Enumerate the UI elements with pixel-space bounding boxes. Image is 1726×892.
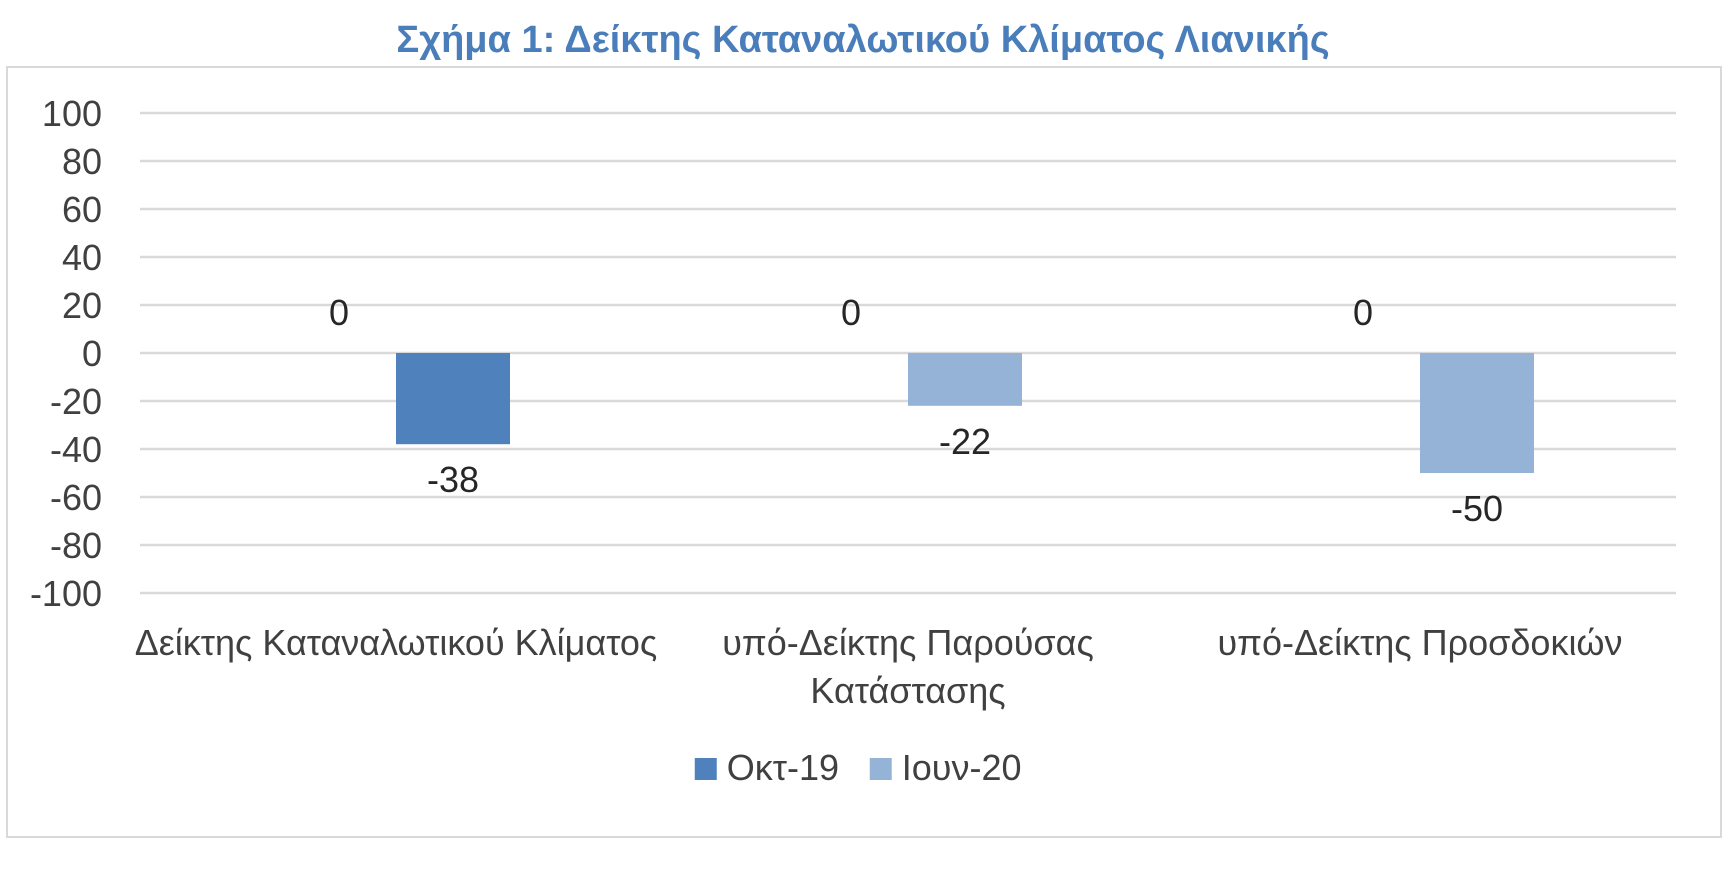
y-tick-label: 100	[42, 93, 102, 134]
data-label: 0	[841, 292, 861, 333]
data-label: -22	[939, 421, 991, 462]
y-tick-label: -40	[50, 429, 102, 470]
bar	[908, 353, 1022, 406]
legend-label: Οκτ-19	[727, 747, 839, 788]
bar	[396, 353, 510, 445]
y-tick-label: -100	[30, 573, 102, 614]
legend-swatch	[869, 758, 892, 780]
data-label: -50	[1451, 488, 1503, 529]
y-tick-label: -60	[50, 477, 102, 518]
data-label: 0	[1353, 292, 1373, 333]
category-label: υπό-Δείκτης Παρούσας	[722, 622, 1094, 663]
y-tick-label: 80	[62, 141, 102, 182]
legend-swatch	[694, 758, 717, 780]
category-label: υπό-Δείκτης Προσδοκιών	[1217, 622, 1622, 663]
y-tick-label: 0	[82, 333, 102, 374]
data-label: -38	[427, 459, 479, 500]
bar	[1420, 353, 1534, 473]
chart-title: Σχήμα 1: Δείκτης Καταναλωτικού Κλίματος …	[396, 19, 1330, 61]
category-label: Δείκτης Καταναλωτικού Κλίματος	[135, 622, 658, 663]
legend-label: Ιουν-20	[902, 747, 1022, 788]
y-tick-label: 20	[62, 285, 102, 326]
y-tick-label: -20	[50, 381, 102, 422]
y-tick-label: -80	[50, 525, 102, 566]
chart-frame	[6, 66, 1722, 838]
category-label: Κατάστασης	[810, 670, 1005, 711]
data-label: 0	[329, 292, 349, 333]
y-tick-label: 40	[62, 237, 102, 278]
y-tick-label: 60	[62, 189, 102, 230]
